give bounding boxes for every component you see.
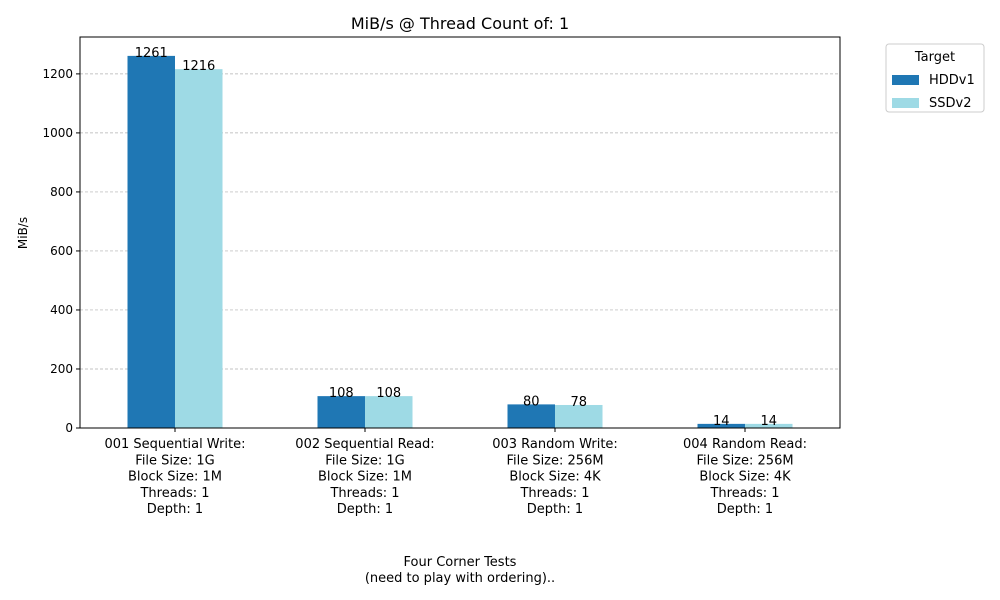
x-tick-label-line: Threads: 1 [139,486,209,501]
bar-value-label: 80 [523,394,540,409]
bar-value-label: 14 [760,414,777,429]
y-tick-label: 1200 [42,67,73,81]
x-tick-label-line: Threads: 1 [709,486,779,501]
x-tick-label-line: File Size: 256M [696,453,793,468]
bar-value-label: 108 [329,386,354,401]
legend: Target HDDv1 SSDv2 [885,43,985,113]
legend-label-hddv1: HDDv1 [929,73,975,88]
y-tick-label: 1000 [42,126,73,140]
x-tick-label-line: 001 Sequential Write: [104,437,245,452]
x-axis-label: Four Corner Tests(need to play with orde… [365,555,555,586]
bar-hddv1-2 [317,396,365,428]
legend-frame [885,43,985,113]
bar-hddv1-4 [697,423,745,428]
bar-hddv1-3 [507,404,555,428]
x-tick-label-line: File Size: 1G [135,453,214,468]
x-tick-label-line: File Size: 1G [325,453,404,468]
legend-title: Target [914,50,955,65]
bar-ssdv2-2 [365,396,413,428]
x-axis-label-line: Four Corner Tests [404,555,517,570]
x-tick-label-line: 003 Random Write: [492,437,618,452]
bar-ssdv2-1 [175,69,223,428]
x-tick-label-line: Depth: 1 [717,502,773,517]
y-tick-label: 0 [65,421,73,435]
bar-value-label: 14 [713,414,730,429]
x-tick-label-2: 002 Sequential Read:File Size: 1G Block S… [295,437,434,517]
x-tick-label-line: Threads: 1 [519,486,589,501]
x-tick-label-line: Depth: 1 [527,502,583,517]
x-tick-label-line: 004 Random Read: [683,437,807,452]
x-tick-label-line: Depth: 1 [337,502,393,517]
x-tick-label-line: Block Size: 1M [128,470,222,485]
legend-swatch-ssdv2 [892,98,919,108]
x-tick-label-line: 002 Sequential Read: [295,437,434,452]
y-tick-label: 600 [50,244,73,258]
x-tick-label-line: Block Size: 1M [318,470,412,485]
bar-value-label: 78 [570,395,587,410]
x-tick-label-4: 004 Random Read:File Size: 256M Block Siz… [683,437,807,517]
y-axis-label: MiB/s [16,217,30,249]
legend-swatch-hddv1 [892,75,919,85]
plot-area-frame [79,36,841,429]
y-tick-label: 200 [50,362,73,376]
x-tick-label-line: Threads: 1 [329,486,399,501]
legend-label-ssdv2: SSDv2 [929,96,971,111]
y-axis-ticks: 0 200 400 600 800 1000 1200 [42,67,80,435]
bar-hddv1-1 [127,55,175,428]
x-axis-ticks: 001 Sequential Write:File Size: 1GBlock … [104,428,807,517]
bar-ssdv2-3 [555,404,603,428]
x-tick-label-line: File Size: 256M [506,453,603,468]
x-tick-label-1: 001 Sequential Write:File Size: 1G Block … [104,437,245,517]
x-axis-label-line: (need to play with ordering).. [365,571,555,586]
y-tick-label: 800 [50,185,73,199]
bar-value-label: 108 [376,386,401,401]
y-tick-label: 400 [50,303,73,317]
bars [127,55,793,428]
bar-value-labels: 1261 108 80 14 1216 108 78 14 [135,46,777,429]
x-tick-label-line: Block Size: 4K [699,470,791,485]
chart-title: MiB/s @ Thread Count of: 1 [351,14,569,33]
x-tick-label-line: Block Size: 4K [509,470,601,485]
bar-ssdv2-4 [745,423,793,428]
x-tick-label-3: 003 Random Write:File Size: 256M Block Si… [492,437,618,517]
bar-value-label: 1216 [182,59,215,74]
bar-value-label: 1261 [135,46,168,61]
x-tick-label-line: Depth: 1 [147,502,203,517]
